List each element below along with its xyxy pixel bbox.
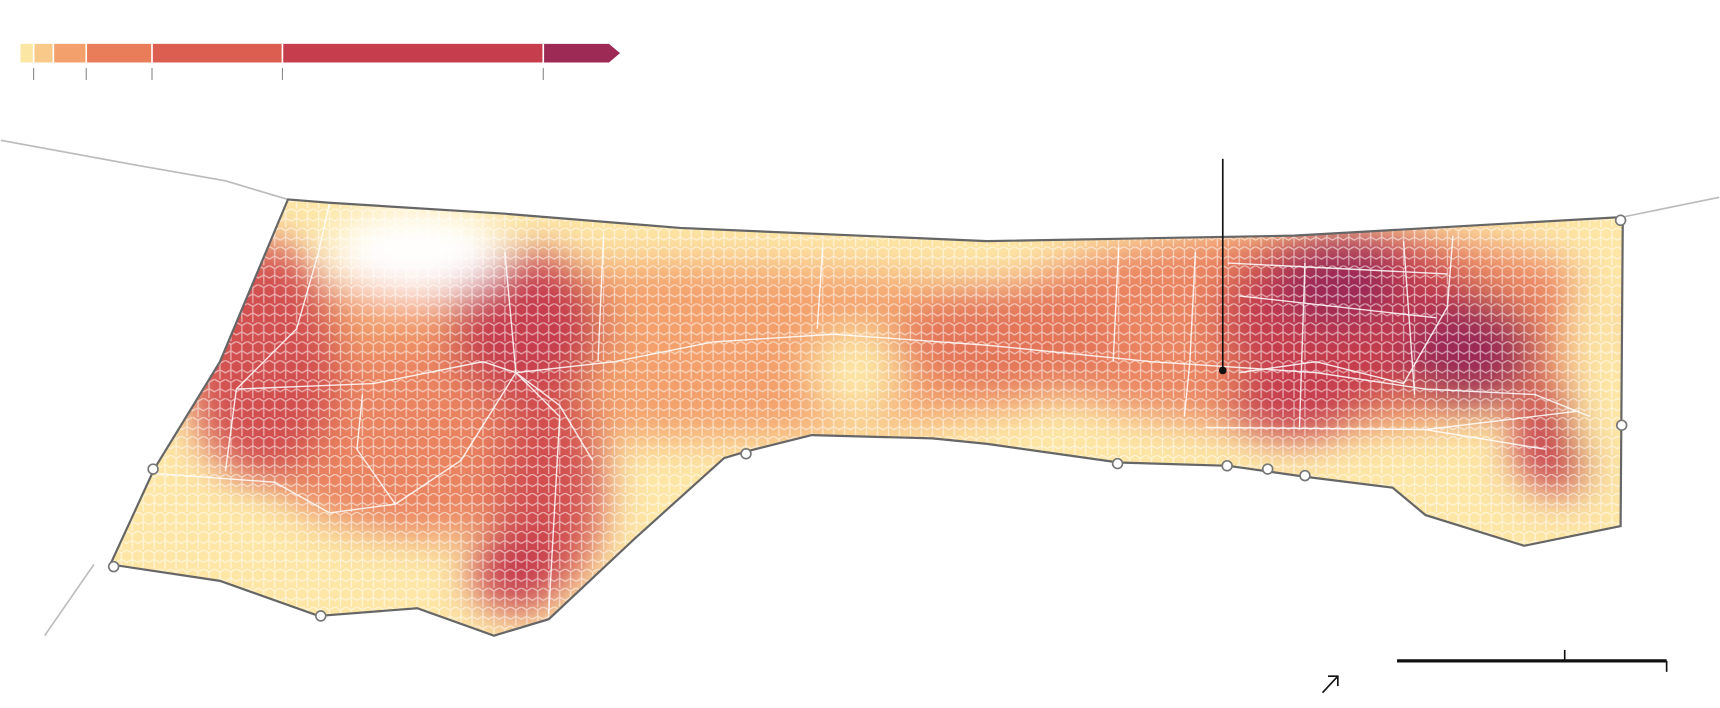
legend-swatch bbox=[543, 43, 620, 63]
coastline bbox=[1622, 196, 1720, 218]
legend-swatch bbox=[33, 43, 54, 63]
annotation-dot bbox=[1218, 366, 1227, 375]
north-arrow bbox=[1321, 675, 1339, 694]
roads bbox=[154, 202, 1591, 614]
color-legend bbox=[20, 43, 620, 81]
crossing-points bbox=[107, 214, 1628, 622]
legend-swatch bbox=[53, 43, 87, 63]
scale-bar bbox=[1397, 649, 1668, 672]
legend-swatch bbox=[20, 43, 34, 63]
border-line bbox=[43, 563, 95, 637]
area-outline bbox=[108, 198, 1624, 637]
density-surface bbox=[110, 199, 1623, 636]
coastline bbox=[0, 139, 289, 201]
legend-swatch bbox=[282, 43, 544, 63]
legend-ticks bbox=[33, 67, 544, 81]
legend-swatch bbox=[152, 43, 283, 63]
legend-swatch bbox=[86, 43, 152, 63]
